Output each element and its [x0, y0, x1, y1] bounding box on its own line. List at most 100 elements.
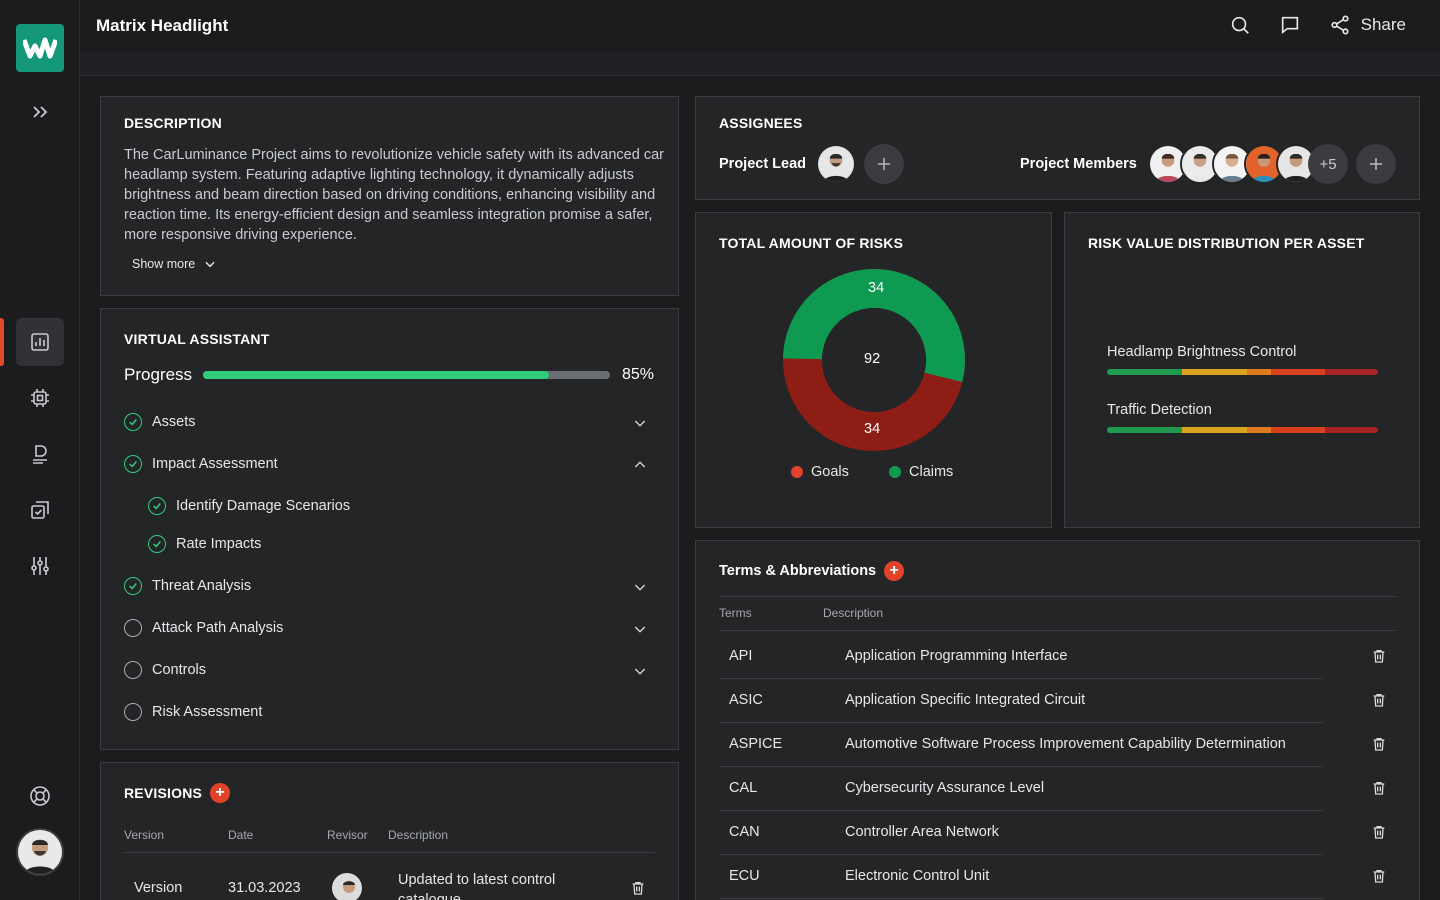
step-threat-analysis[interactable]: Threat Analysis — [124, 577, 251, 595]
chevron-down-icon[interactable] — [632, 621, 648, 637]
legend-goals: Goals — [791, 464, 849, 480]
term-cell: CAL — [729, 780, 758, 796]
claims-dot — [889, 466, 901, 478]
asset-label: Traffic Detection — [1107, 402, 1212, 418]
revisor-avatar — [330, 871, 364, 900]
progress-fill — [203, 371, 549, 379]
revision-description: Updated to latest control catalogue — [398, 872, 556, 900]
check-circle-icon — [124, 577, 142, 595]
trash-icon[interactable] — [1371, 736, 1387, 752]
dashboard-icon[interactable] — [16, 318, 64, 366]
chevron-down-icon[interactable] — [632, 663, 648, 679]
step-risk-assessment[interactable]: Risk Assessment — [124, 703, 262, 721]
share-label: Share — [1360, 15, 1406, 34]
tasks-icon[interactable] — [16, 486, 64, 534]
divider — [719, 630, 1396, 631]
step-controls[interactable]: Controls — [124, 661, 206, 679]
trash-icon[interactable] — [1371, 648, 1387, 664]
row-divider — [719, 766, 1323, 767]
trash-icon[interactable] — [1371, 780, 1387, 796]
chevron-down-icon[interactable] — [632, 415, 648, 431]
search-button[interactable] — [1229, 14, 1251, 36]
term-cell: CAN — [729, 824, 760, 840]
project-members-label: Project Members — [1020, 156, 1137, 172]
revisions-header: REVISIONS + — [124, 783, 231, 803]
empty-circle-icon — [124, 661, 142, 679]
risks-donut-chart — [783, 269, 965, 451]
empty-circle-icon — [124, 703, 142, 721]
donut-hole — [822, 308, 926, 412]
terms-header: Terms & Abbreviations + — [719, 561, 905, 581]
help-icon[interactable] — [16, 772, 64, 820]
step-assets[interactable]: Assets — [124, 413, 196, 431]
add-revision-button[interactable]: + — [210, 783, 231, 803]
step-label: Assets — [152, 414, 196, 430]
total-risks-card: TOTAL AMOUNT OF RISKS 34 92 34 Goals Cla… — [695, 212, 1052, 528]
term-description-cell: Application Programming Interface — [845, 648, 1068, 664]
show-more-button[interactable]: Show more — [132, 257, 217, 271]
step-attack-path-analysis[interactable]: Attack Path Analysis — [124, 619, 283, 637]
assistant-title: VIRTUAL ASSISTANT — [124, 331, 270, 347]
empty-circle-icon — [124, 619, 142, 637]
settings-sliders-icon[interactable] — [16, 542, 64, 590]
plus-icon — [1370, 158, 1382, 170]
member-avatar[interactable] — [1276, 144, 1316, 184]
check-circle-icon — [148, 497, 166, 515]
term-description-cell: Cybersecurity Assurance Level — [845, 780, 1045, 796]
add-term-button[interactable]: + — [884, 561, 905, 581]
app-logo[interactable] — [16, 24, 64, 72]
asset-label: Headlamp Brightness Control — [1107, 344, 1297, 360]
term-description-cell: Controller Area Network — [845, 824, 999, 840]
risk-distribution-card: RISK VALUE DISTRIBUTION PER ASSET Headla… — [1064, 212, 1420, 528]
legend-label: Claims — [909, 464, 954, 480]
threat-icon[interactable] — [16, 430, 64, 478]
chevron-up-icon[interactable] — [632, 457, 648, 473]
risks-title: TOTAL AMOUNT OF RISKS — [719, 235, 904, 251]
goals-value-label: 34 — [864, 421, 881, 437]
revision-version: Version — [134, 880, 183, 896]
user-avatar[interactable] — [16, 828, 64, 876]
top-bar: Matrix Headlight Share — [80, 0, 1440, 52]
trash-icon[interactable] — [1371, 824, 1387, 840]
row-divider — [719, 722, 1323, 723]
trash-icon[interactable] — [1371, 692, 1387, 708]
total-risks-value: 92 — [864, 351, 881, 367]
legend-claims: Claims — [889, 464, 953, 480]
column-header: Terms — [719, 606, 752, 620]
project-lead-avatar[interactable] — [816, 144, 856, 184]
chevron-down-icon — [205, 261, 215, 268]
revisions-card: REVISIONS + Version Date Revisor Descrip… — [100, 762, 679, 900]
step-impact-assessment[interactable]: Impact Assessment — [124, 455, 278, 473]
row-divider — [719, 898, 1323, 899]
more-members-count[interactable]: +5 — [1308, 144, 1348, 184]
column-header: Description — [388, 828, 449, 842]
sub-toolbar — [80, 52, 1440, 76]
column-header: Description — [823, 606, 884, 620]
comments-button[interactable] — [1279, 14, 1301, 36]
share-button[interactable]: Share — [1329, 14, 1406, 36]
search-icon — [1231, 16, 1249, 34]
progress-value: 85% — [622, 366, 655, 383]
chip-icon[interactable] — [16, 374, 64, 422]
step-label: Controls — [152, 662, 206, 678]
progress-row: Progress 85% — [124, 365, 655, 385]
term-description-cell: Automotive Software Process Improvement … — [845, 736, 1286, 752]
description-card: DESCRIPTION The CarLuminance Project aim… — [100, 96, 679, 296]
project-lead-label: Project Lead — [719, 156, 807, 172]
trash-icon[interactable] — [1371, 868, 1387, 884]
add-lead-button[interactable] — [864, 144, 904, 184]
risk-distribution-bar — [1107, 427, 1378, 433]
chevron-down-icon[interactable] — [632, 579, 648, 595]
step-label: Rate Impacts — [176, 536, 262, 552]
trash-icon[interactable] — [630, 880, 646, 896]
step-identify-damage-scenarios[interactable]: Identify Damage Scenarios — [148, 497, 350, 515]
legend-label: Goals — [811, 464, 849, 480]
step-label: Risk Assessment — [152, 704, 263, 720]
donut-claims-segment — [783, 269, 965, 382]
step-label: Identify Damage Scenarios — [176, 498, 351, 514]
add-member-button[interactable] — [1356, 144, 1396, 184]
expand-sidebar-icon[interactable] — [16, 88, 64, 136]
step-rate-impacts[interactable]: Rate Impacts — [148, 535, 261, 553]
virtual-assistant-card: VIRTUAL ASSISTANT Progress 85% Assets Im… — [100, 308, 679, 750]
terms-card: Terms & Abbreviations + Terms Descriptio… — [695, 540, 1420, 900]
